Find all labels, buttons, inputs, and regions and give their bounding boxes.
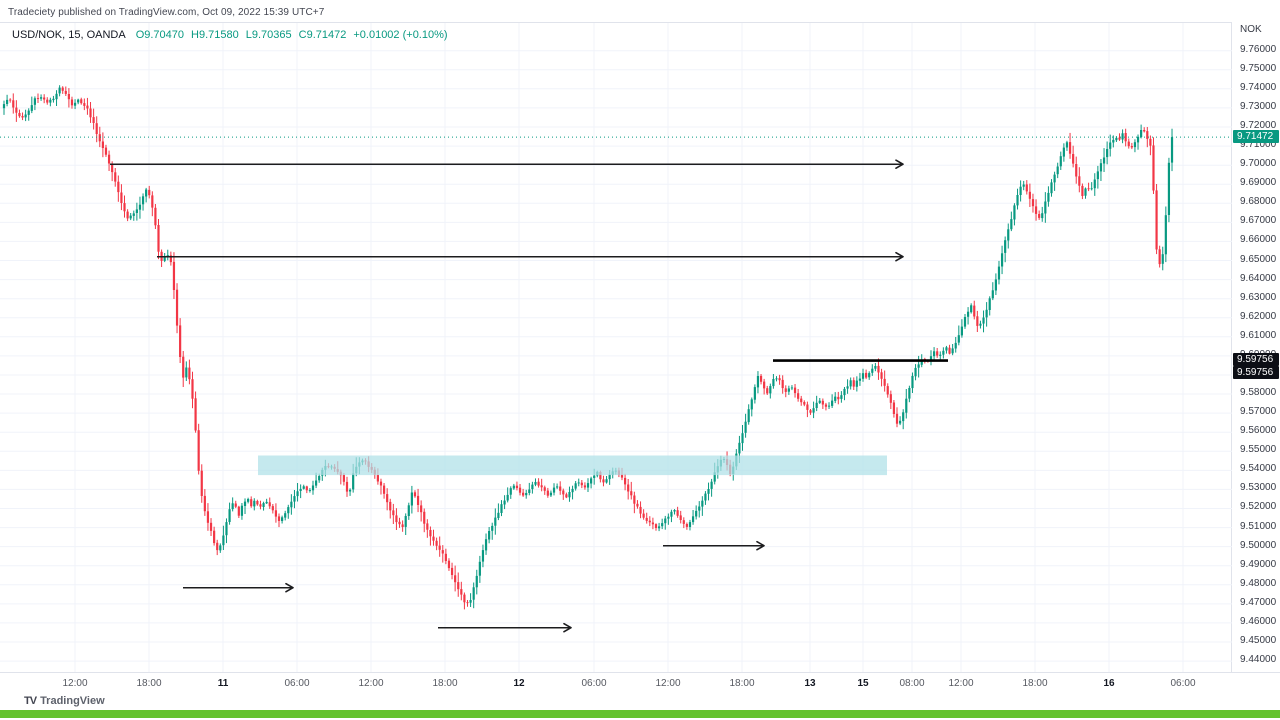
price-tick-label: 9.69000: [1240, 177, 1277, 188]
price-tick-label: 9.44000: [1240, 654, 1277, 665]
attribution-text: Tradeciety published on TradingView.com,…: [8, 7, 325, 18]
price-tick-label: 9.72000: [1240, 120, 1277, 131]
price-tick-label: 9.54000: [1240, 463, 1277, 474]
price-tick-label: 9.62000: [1240, 311, 1277, 322]
time-tick-date-label: 13: [804, 678, 816, 689]
time-tick-label: 12:00: [655, 678, 681, 689]
price-axis[interactable]: NOK 9.76000 9.75000 9.74000 9.73000 9.72000 9…: [1233, 22, 1280, 672]
time-tick-label: 12:00: [358, 678, 384, 689]
price-tick-label: 9.67000: [1240, 215, 1277, 226]
time-tick-label: 18:00: [432, 678, 458, 689]
current-price-label: 9.71472: [1233, 130, 1279, 143]
price-tick-label: 9.58000: [1240, 387, 1277, 398]
price-tick-label: 9.45000: [1240, 635, 1277, 646]
ohlc-open: O9.70470: [135, 29, 185, 41]
price-tick-label: 9.73000: [1240, 101, 1277, 112]
symbol-title: USD/NOK, 15, OANDA: [12, 29, 126, 41]
price-tick-label: 9.71000: [1240, 139, 1277, 150]
footer: TV TradingView: [0, 694, 1280, 710]
time-tick-label: 12:00: [62, 678, 88, 689]
time-tick-date-label: 11: [217, 678, 229, 689]
price-tick-label: 9.68000: [1240, 196, 1277, 207]
price-tick-label: 9.61000: [1240, 330, 1277, 341]
symbol-legend: USD/NOK, 15, OANDA O9.70470 H9.71580 L9.703…: [12, 29, 455, 41]
price-tick-label: 9.74000: [1240, 82, 1277, 93]
level-price-label-2: 9.59756: [1233, 366, 1279, 379]
tradingview-logo[interactable]: TV TradingView: [24, 695, 105, 707]
price-tick-label: 9.56000: [1240, 425, 1277, 436]
price-tick-label: 9.50000: [1240, 540, 1277, 551]
price-tick-label: 9.46000: [1240, 616, 1277, 627]
candlestick-chart[interactable]: [0, 23, 1232, 673]
price-tick-label: 9.49000: [1240, 559, 1277, 570]
time-tick-date-label: 12: [513, 678, 525, 689]
time-tick-date-label: 15: [857, 678, 869, 689]
ohlc-high: H9.71580: [191, 29, 239, 41]
price-tick-label: 9.47000: [1240, 597, 1277, 608]
time-tick-label: 12:00: [948, 678, 974, 689]
price-tick-label: 9.52000: [1240, 501, 1277, 512]
price-tick-label: 9.76000: [1240, 44, 1277, 55]
tradingview-logo-text: TradingView: [40, 695, 105, 707]
level-price-label-1: 9.59756: [1233, 353, 1279, 366]
axis-currency-label: NOK: [1240, 24, 1262, 35]
time-tick-label: 08:00: [899, 678, 925, 689]
price-tick-label: 9.64000: [1240, 273, 1277, 284]
price-tick-label: 9.70000: [1240, 158, 1277, 169]
time-tick-date-label: 16: [1103, 678, 1115, 689]
price-tick-label: 9.65000: [1240, 254, 1277, 265]
chart-area[interactable]: USD/NOK, 15, OANDA O9.70470 H9.71580 L9.703…: [0, 22, 1232, 673]
time-tick-label: 18:00: [1022, 678, 1048, 689]
time-tick-label: 18:00: [136, 678, 162, 689]
time-tick-label: 06:00: [284, 678, 310, 689]
price-tick-label: 9.57000: [1240, 406, 1277, 417]
ohlc-low: L9.70365: [245, 29, 292, 41]
time-tick-label: 06:00: [581, 678, 607, 689]
time-axis[interactable]: 12:00 18:00 11 06:00 12:00 18:00 12 06:00 12:00 1…: [0, 672, 1280, 694]
time-tick-label: 18:00: [729, 678, 755, 689]
ohlc-change: +0.01002 (+0.10%): [353, 29, 448, 41]
price-tick-label: 9.63000: [1240, 292, 1277, 303]
price-tick-label: 9.51000: [1240, 521, 1277, 532]
price-tick-label: 9.53000: [1240, 482, 1277, 493]
price-tick-label: 9.48000: [1240, 578, 1277, 589]
price-tick-label: 9.75000: [1240, 63, 1277, 74]
price-tick-label: 9.66000: [1240, 234, 1277, 245]
tradingview-logo-icon: TV: [24, 695, 37, 707]
time-tick-label: 06:00: [1170, 678, 1196, 689]
price-tick-label: 9.55000: [1240, 444, 1277, 455]
bottom-green-bar: [0, 710, 1280, 718]
ohlc-close: C9.71472: [298, 29, 347, 41]
